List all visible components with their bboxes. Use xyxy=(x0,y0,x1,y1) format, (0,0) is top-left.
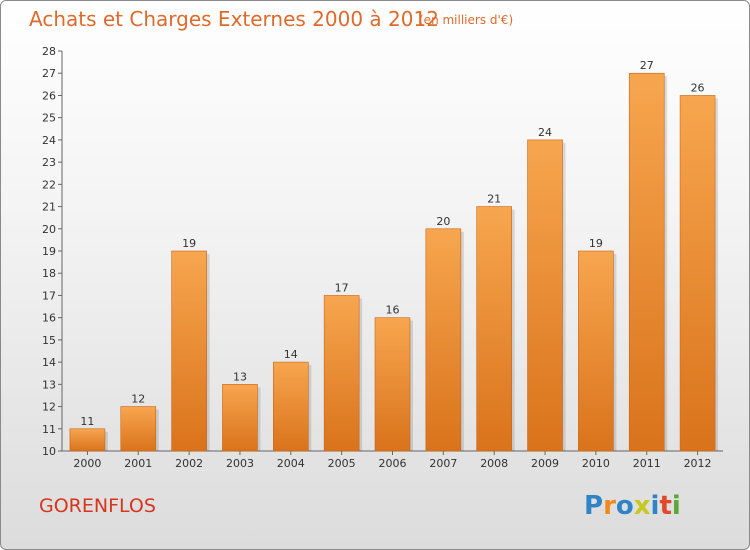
logo-letter: i xyxy=(650,491,660,521)
logo-letter: t xyxy=(659,491,672,521)
data-label: 14 xyxy=(284,348,298,361)
bar xyxy=(323,295,360,452)
data-label: 21 xyxy=(487,193,501,206)
bar xyxy=(476,206,512,452)
logo-letter: i xyxy=(671,491,681,521)
bar xyxy=(527,139,563,452)
logo-letter: x xyxy=(633,491,651,521)
x-tick-label: 2009 xyxy=(531,457,559,470)
data-label: 16 xyxy=(386,304,400,317)
x-tick-label: 2012 xyxy=(684,457,712,470)
y-tick-label: 13 xyxy=(42,378,56,391)
data-label: 11 xyxy=(80,415,94,428)
data-label: 19 xyxy=(182,237,196,250)
bar xyxy=(425,228,462,452)
bar xyxy=(374,317,411,452)
x-tick-label: 2008 xyxy=(480,457,508,470)
y-tick-label: 10 xyxy=(42,445,56,458)
y-tick-label: 23 xyxy=(42,156,56,169)
data-label: 12 xyxy=(131,393,145,406)
logo-letter: P xyxy=(584,491,604,521)
data-label: 20 xyxy=(436,215,450,228)
y-tick-label: 11 xyxy=(42,423,56,436)
y-tick-label: 18 xyxy=(42,267,56,280)
chart-subtitle: (en milliers d'€) xyxy=(419,13,514,27)
bar xyxy=(171,250,207,452)
town-name: GORENFLOS xyxy=(39,495,156,517)
y-tick-label: 25 xyxy=(42,112,56,125)
x-tick-label: 2010 xyxy=(582,457,610,470)
x-tick-label: 2000 xyxy=(73,457,101,470)
data-label: 13 xyxy=(233,370,247,383)
y-tick-label: 22 xyxy=(42,178,56,191)
x-tick-label: 2005 xyxy=(328,457,356,470)
data-label: 17 xyxy=(335,281,349,294)
data-label: 19 xyxy=(589,237,603,250)
data-label: 27 xyxy=(640,59,654,72)
y-tick-label: 16 xyxy=(42,312,56,325)
y-tick-label: 24 xyxy=(42,134,56,147)
bar xyxy=(120,406,157,452)
chart-title: Achats et Charges Externes 2000 à 2012 xyxy=(29,7,439,31)
y-tick-label: 15 xyxy=(42,334,56,347)
x-tick-label: 2004 xyxy=(277,457,305,470)
y-tick-label: 19 xyxy=(42,245,56,258)
x-tick-label: 2002 xyxy=(175,457,203,470)
bar xyxy=(628,72,665,452)
bar xyxy=(273,361,309,452)
y-tick-label: 20 xyxy=(42,223,56,236)
y-tick-label: 17 xyxy=(42,289,56,302)
bar xyxy=(578,250,614,452)
y-tick-label: 27 xyxy=(42,67,56,80)
x-tick-label: 2006 xyxy=(379,457,407,470)
bar xyxy=(69,428,106,452)
y-tick-label: 14 xyxy=(42,356,56,369)
logo-letter: o xyxy=(615,491,634,521)
x-tick-label: 2001 xyxy=(124,457,152,470)
y-tick-label: 12 xyxy=(42,401,56,414)
bar xyxy=(222,384,258,452)
bar xyxy=(679,95,716,452)
proxiti-logo: Proxiti xyxy=(584,491,681,521)
data-label: 24 xyxy=(538,126,552,139)
y-tick-label: 26 xyxy=(42,89,56,102)
logo-letter: r xyxy=(603,491,616,521)
x-tick-label: 2007 xyxy=(429,457,457,470)
x-tick-label: 2011 xyxy=(633,457,661,470)
x-tick-label: 2003 xyxy=(226,457,254,470)
y-tick-label: 28 xyxy=(42,45,56,58)
y-tick-label: 21 xyxy=(42,201,56,214)
data-label: 26 xyxy=(691,81,705,94)
